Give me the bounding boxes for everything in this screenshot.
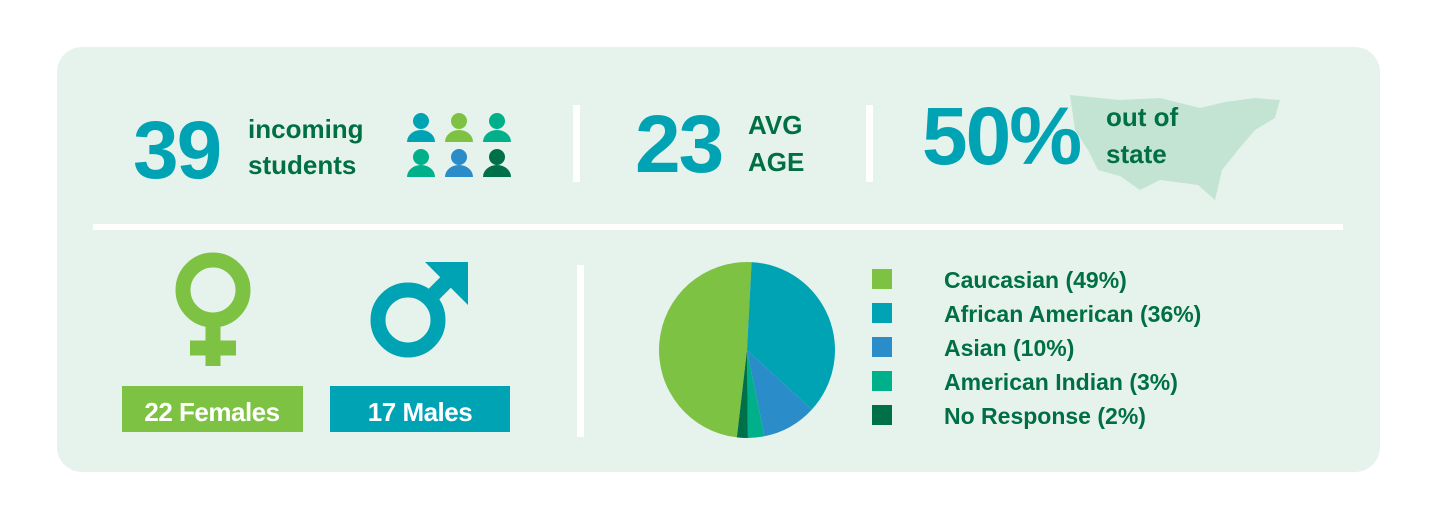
- age-label: AGE: [748, 147, 804, 177]
- students-label: incoming: [248, 114, 364, 144]
- female-symbol: [175, 252, 251, 366]
- legend-label: African American (36%): [944, 301, 1201, 327]
- legend-swatch: [872, 337, 892, 357]
- divider: [866, 105, 873, 182]
- us-map: [1070, 95, 1280, 200]
- out-of-state-value: 50%: [922, 91, 1080, 182]
- males-label: 17 Males: [368, 397, 472, 427]
- out-of-state-label: out of: [1106, 102, 1179, 132]
- out-of-state-label: state: [1106, 139, 1167, 169]
- pie-slice: [747, 350, 765, 438]
- divider: [93, 224, 1343, 230]
- females-box: [122, 386, 303, 432]
- legend-swatch: [872, 303, 892, 323]
- females-label: 22 Females: [144, 397, 279, 427]
- panel: [57, 47, 1380, 472]
- male-arrow: [425, 262, 468, 305]
- pie-slice: [747, 262, 835, 410]
- legend-label: Caucasian (49%): [944, 267, 1127, 293]
- students-label: students: [248, 150, 356, 180]
- legend-label: Asian (10%): [944, 335, 1074, 361]
- legend-label: American Indian (3%): [944, 369, 1178, 395]
- divider: [577, 265, 584, 437]
- pie-slice: [736, 350, 748, 438]
- age-label: AVG: [748, 110, 802, 140]
- pie-slice: [747, 350, 812, 437]
- legend-swatch: [872, 405, 892, 425]
- divider: [573, 105, 580, 182]
- legend-swatch: [872, 371, 892, 391]
- people-icons: [407, 113, 511, 177]
- males-box: [330, 386, 510, 432]
- legend-swatch: [872, 269, 892, 289]
- legend-label: No Response (2%): [944, 403, 1146, 429]
- age-value: 23: [635, 99, 722, 190]
- pie-slice: [658, 262, 752, 438]
- students-count: 39: [133, 105, 220, 196]
